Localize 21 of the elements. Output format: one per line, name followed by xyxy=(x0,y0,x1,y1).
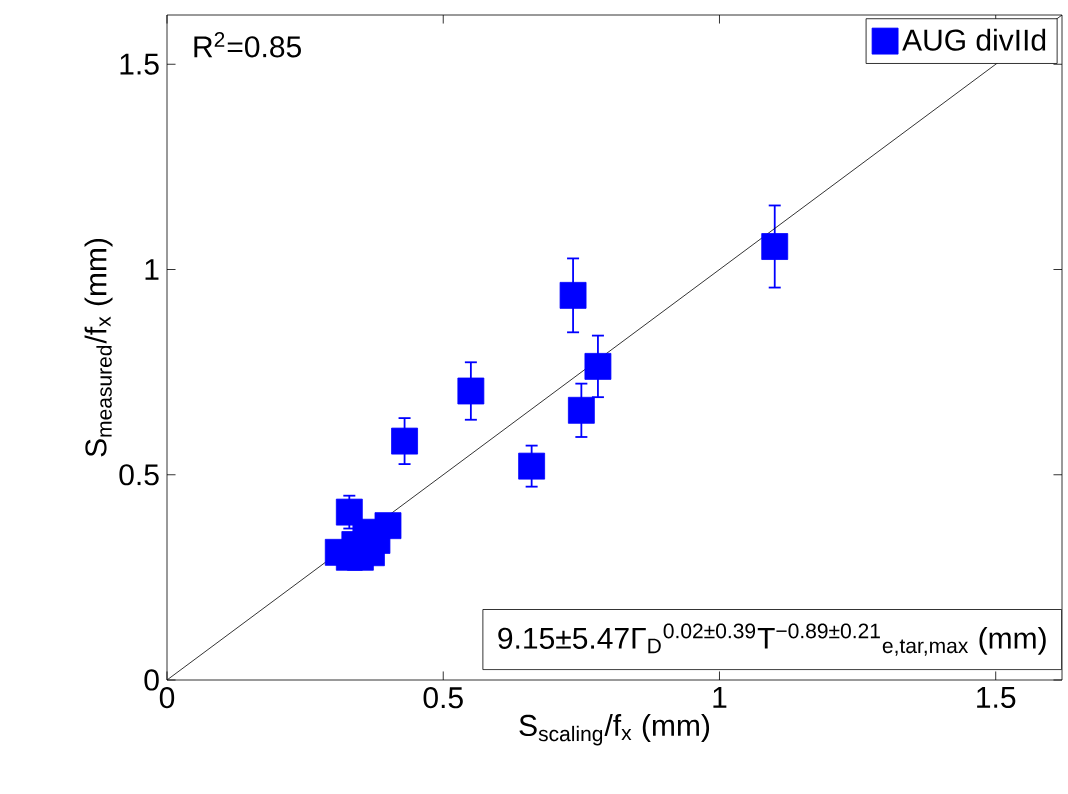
annotation: R$^{2}$=0.85 xyxy=(194,32,301,58)
y-tick-label: 0.5 xyxy=(119,464,159,486)
x-tick-label: 1 xyxy=(713,687,727,708)
x-tick-label: 0.5 xyxy=(423,687,463,709)
y-tick-label: 1.5 xyxy=(120,53,159,75)
y-axis-title: S$_{measured}$/f$_{x}$ (mm) xyxy=(84,238,113,457)
point xyxy=(584,352,612,380)
point xyxy=(567,396,595,424)
annotation: 9.15±5.47Γ$_{D}$$^{0.02±0.39}$T$^{−0.89±0.21}$$_{e,tar,max}$ (mm) xyxy=(498,623,1046,656)
x-axis-title: S$_{scaling}$/f$_{x}$ (mm) xyxy=(519,714,710,746)
point xyxy=(761,233,789,260)
point xyxy=(559,281,587,309)
point xyxy=(518,452,546,480)
x-tick-label: 0 xyxy=(159,687,175,709)
point xyxy=(335,498,363,526)
point xyxy=(391,427,418,455)
y-tick-label: 1 xyxy=(145,259,159,280)
x-tick-label: 1.5 xyxy=(977,687,1016,708)
y-tick-label: 0 xyxy=(144,669,159,691)
point xyxy=(457,377,485,405)
legend-label: AUG divIId xyxy=(902,28,1046,51)
